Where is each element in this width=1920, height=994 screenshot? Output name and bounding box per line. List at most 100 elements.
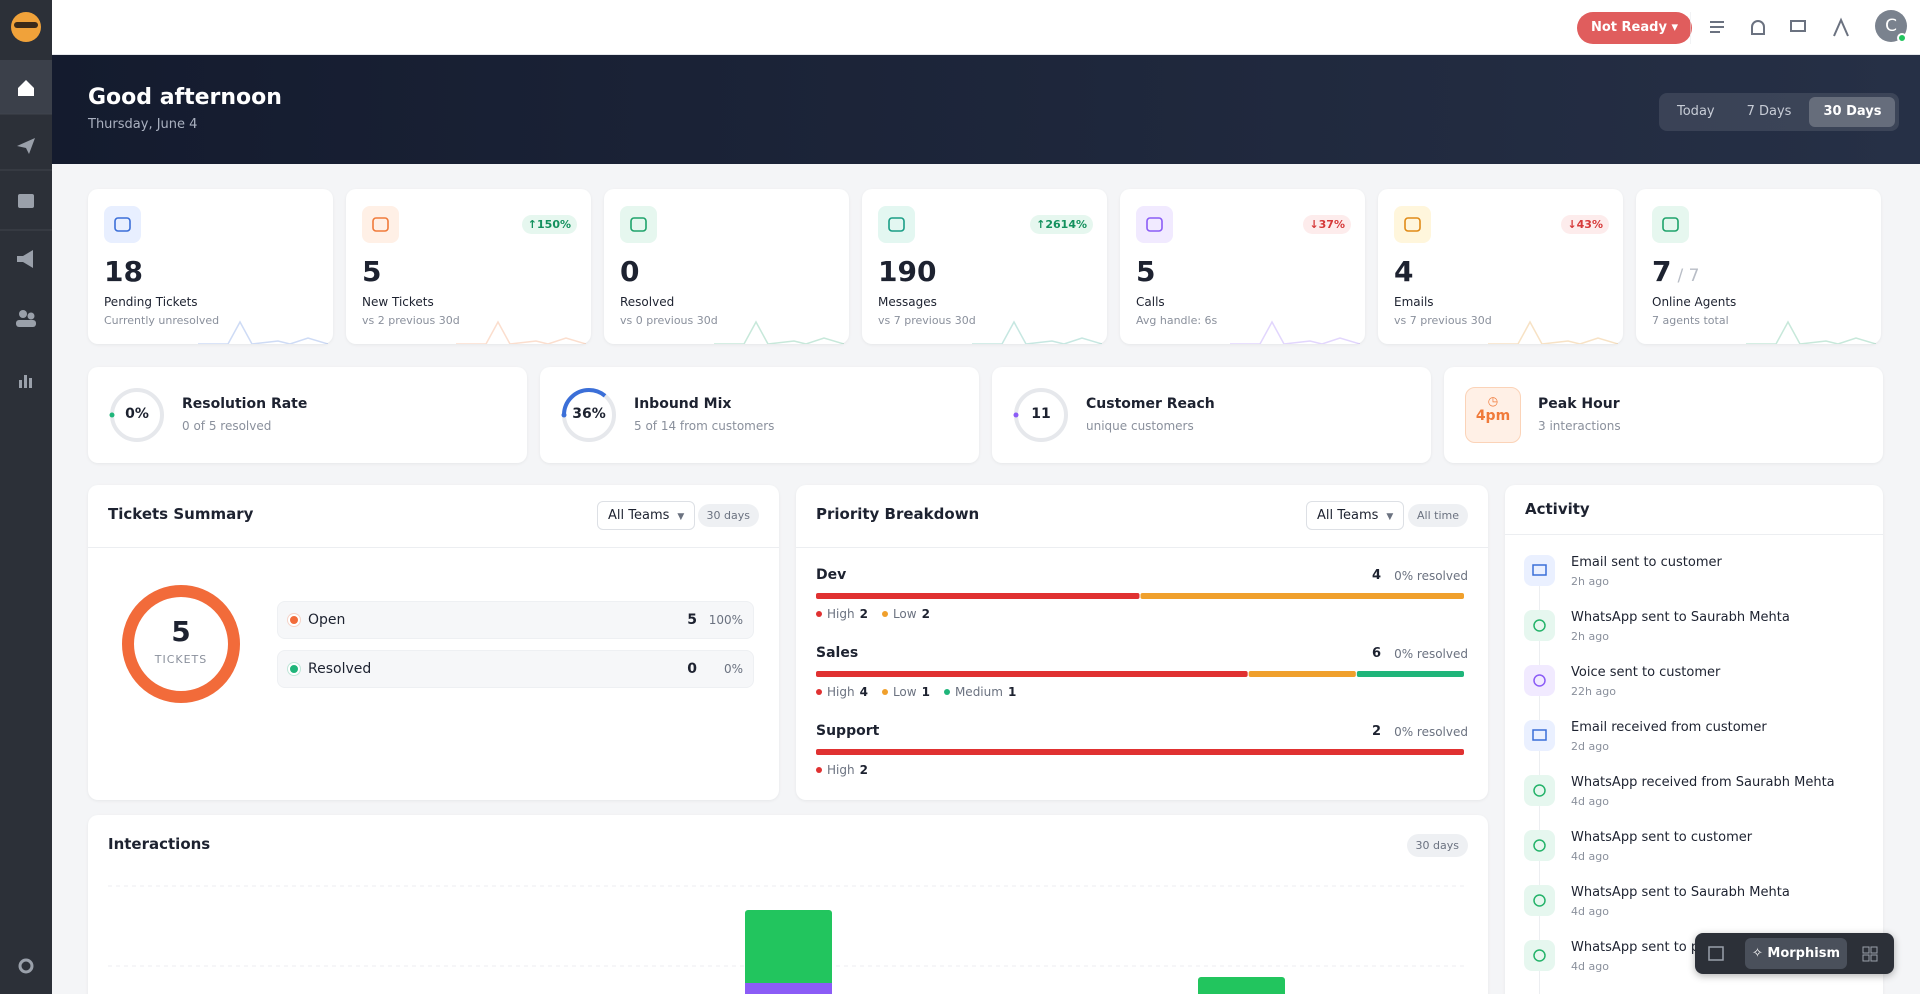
stat-sub: vs 0 previous 30d bbox=[620, 314, 718, 327]
metric-sub: 3 interactions bbox=[1538, 419, 1621, 433]
icon-glyph bbox=[1533, 784, 1546, 797]
stat-icon bbox=[1652, 206, 1689, 243]
interactions-panel: Interactions 30 days bbox=[88, 815, 1488, 994]
value-number: 5 bbox=[1136, 255, 1156, 288]
stat-label: New Tickets bbox=[362, 295, 434, 309]
status-count: 0 bbox=[687, 661, 697, 677]
topbar-icons bbox=[1690, 12, 1849, 44]
status-button[interactable]: Not Ready ▾ bbox=[1577, 12, 1692, 44]
legend-name: Low bbox=[892, 685, 917, 699]
bar-segment bbox=[1248, 671, 1356, 677]
change-value: 37% bbox=[1318, 218, 1345, 231]
value-number: 0 bbox=[620, 255, 640, 288]
filter-text: All Teams bbox=[1317, 508, 1379, 523]
team-name: Dev bbox=[816, 567, 847, 583]
metric-title: Peak Hour bbox=[1538, 396, 1620, 412]
sparkline-path bbox=[714, 320, 844, 344]
priority-bar bbox=[816, 593, 1464, 599]
range-pill: 30 days bbox=[697, 504, 759, 527]
morphism-label: Morphism bbox=[1767, 946, 1840, 961]
change-badge: ↑150% bbox=[521, 215, 577, 234]
trend-arrow: ↓ bbox=[1567, 218, 1577, 231]
change-value: 43% bbox=[1576, 218, 1603, 231]
ring bbox=[109, 388, 164, 442]
activity-icon bbox=[1524, 555, 1555, 586]
icon-bg bbox=[1524, 720, 1555, 751]
trend-arrow: ↑ bbox=[1036, 218, 1046, 231]
stat-icon bbox=[1136, 206, 1173, 243]
peak-value: 4pm bbox=[1475, 408, 1511, 424]
avatar-letter: C bbox=[1885, 16, 1897, 36]
legend-name: High bbox=[827, 607, 855, 621]
icon-shape bbox=[888, 217, 905, 232]
morphism-widget: ✧ Morphism bbox=[1695, 933, 1894, 974]
legend-dot bbox=[943, 689, 950, 695]
metric-card: 11 Customer Reach unique customers bbox=[992, 367, 1431, 463]
icon-bg bbox=[1524, 940, 1555, 971]
range-button[interactable]: Today bbox=[1677, 104, 1715, 119]
stat-sub: Avg handle: 6s bbox=[1136, 314, 1218, 327]
priority-bar bbox=[816, 749, 1464, 755]
legend-count: 4 bbox=[859, 685, 868, 699]
status-dot bbox=[288, 614, 300, 626]
stat-sub: vs 7 previous 30d bbox=[878, 314, 976, 327]
change-value: 150% bbox=[537, 218, 571, 231]
priority-bar bbox=[816, 671, 1464, 677]
stat-value: 5 bbox=[1136, 255, 1155, 288]
icon-glyph bbox=[1404, 217, 1421, 232]
team-name: Sales bbox=[816, 645, 859, 661]
icon-glyph bbox=[1532, 729, 1547, 741]
legend-name: Medium bbox=[954, 685, 1003, 699]
stat-label: Pending Tickets bbox=[104, 295, 198, 309]
priority-breakdown: Priority Breakdown All Teams ▼ All time Dev 4… bbox=[796, 485, 1488, 800]
legend-name: High bbox=[827, 763, 855, 777]
donut bbox=[122, 585, 240, 703]
icon-shape bbox=[1146, 217, 1163, 232]
stat-card: ↓37% 5 Calls Avg handle: 6s bbox=[1120, 189, 1365, 344]
peak-badge: ◷ 4pm bbox=[1465, 387, 1521, 443]
bar-segment bbox=[816, 671, 1248, 677]
panel-divider bbox=[88, 547, 779, 548]
range-button[interactable]: 30 Days bbox=[1809, 97, 1896, 127]
stat-label: Resolved bbox=[620, 295, 675, 309]
sparkline bbox=[456, 320, 586, 344]
topbar: Not Ready ▾ C bbox=[52, 0, 1920, 55]
team-filter[interactable]: All Teams ▼ bbox=[597, 501, 696, 530]
legend-dot bbox=[816, 767, 822, 773]
panel-divider bbox=[1505, 534, 1883, 535]
sparkline bbox=[1488, 320, 1618, 344]
chart-bar bbox=[745, 983, 832, 994]
icon-glyph bbox=[1146, 217, 1163, 232]
stat-icon bbox=[362, 206, 399, 243]
status-row: Open 5 100% bbox=[277, 601, 754, 639]
interactions-chart bbox=[108, 885, 1468, 994]
stat-card: ↑2614% 190 Messages vs 7 previous 30d bbox=[862, 189, 1107, 344]
bar-segment bbox=[816, 593, 1140, 599]
panel-title: Tickets Summary bbox=[108, 505, 254, 523]
legend-count: 2 bbox=[921, 607, 930, 621]
range-button[interactable]: 7 Days bbox=[1746, 104, 1792, 119]
greeting: Good afternoon bbox=[88, 85, 282, 110]
activity-text: Voice sent to customer bbox=[1571, 665, 1721, 680]
stat-label: Online Agents bbox=[1652, 295, 1737, 309]
stat-sub: vs 7 previous 30d bbox=[1394, 314, 1492, 327]
change-badge: ↑2614% bbox=[1030, 215, 1093, 234]
ring-dot bbox=[1013, 412, 1019, 418]
legend-item: High 2 bbox=[816, 607, 868, 621]
stat-sub: Currently unresolved bbox=[104, 314, 220, 327]
morphism-button[interactable]: ✧ Morphism bbox=[1745, 938, 1847, 969]
team-filter[interactable]: All Teams ▼ bbox=[1306, 501, 1405, 530]
activity-time: 2d ago bbox=[1571, 740, 1609, 753]
status-dot bbox=[288, 663, 300, 675]
metric-card: 36% Inbound Mix 5 of 14 from customers bbox=[540, 367, 979, 463]
metric-title: Customer Reach bbox=[1086, 396, 1215, 412]
metric-sub: 0 of 5 resolved bbox=[182, 419, 272, 433]
icon-glyph bbox=[372, 217, 389, 232]
icon-glyph bbox=[1533, 619, 1546, 632]
trend-arrow: ↑ bbox=[527, 218, 538, 231]
header: Good afternoon Thursday, June 4 Today 7 D… bbox=[52, 55, 1920, 164]
sparkline-path bbox=[1488, 320, 1618, 344]
status-count: 5 bbox=[687, 612, 697, 628]
icon-glyph bbox=[1533, 949, 1546, 962]
